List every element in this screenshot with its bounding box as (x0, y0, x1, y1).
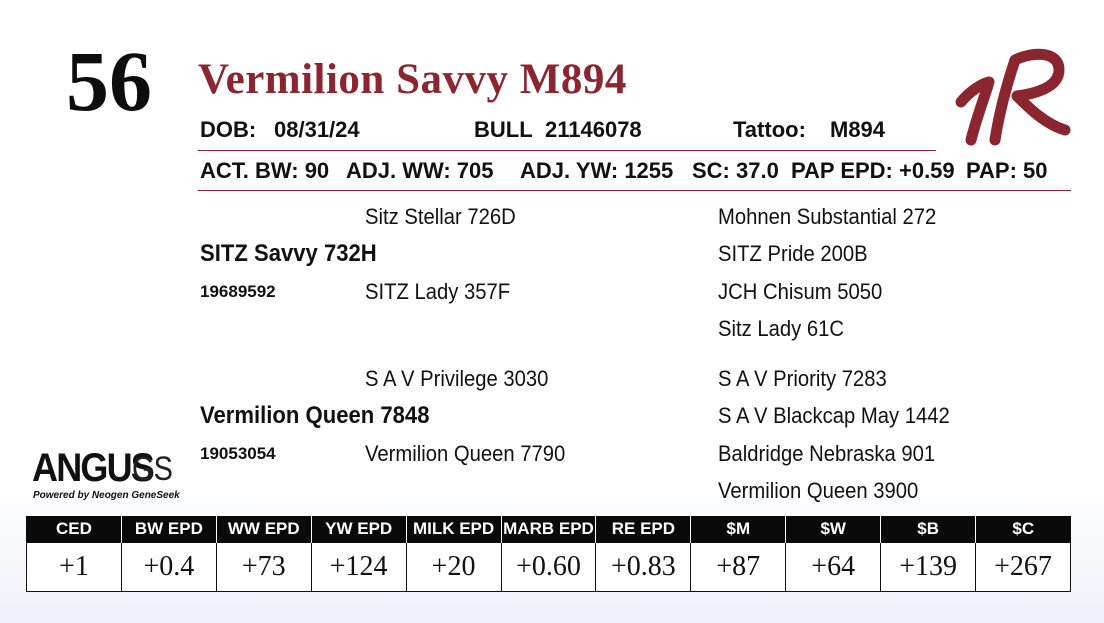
epd-value-ww: +73 (215, 542, 312, 592)
lot-number: 56 (66, 33, 152, 129)
pap-epd: PAP EPD: +0.59 (791, 158, 955, 183)
header-divider (198, 150, 936, 151)
dam-dam-dam: Vermilion Queen 3900 (718, 478, 919, 503)
epd-header-c-index: $C (975, 516, 1071, 543)
pap: PAP: 50 (966, 158, 1048, 183)
epd-header-b-index: $B (880, 516, 976, 543)
dam-dam-sire: Baldridge Nebraska 901 (718, 441, 936, 466)
epd-value-marb: +0.60 (500, 542, 597, 592)
sire-registration: 19689592 (200, 282, 276, 301)
sire-dam: SITZ Lady 357F (365, 279, 511, 304)
dam-sire-sire: S A V Priority 7283 (718, 366, 887, 391)
tattoo-label: Tattoo: (733, 117, 806, 142)
epd-value-bw: +0.4 (120, 542, 217, 592)
angus-gs-logo: ANGUS GS Powered by Neogen GeneSeek (32, 448, 182, 506)
epd-value-ced: +1 (26, 542, 122, 592)
epd-value-milk: +20 (405, 542, 502, 592)
epd-header-ced: CED (26, 516, 122, 543)
epd-header-m-index: $M (690, 516, 786, 543)
animal-name: Vermilion Savvy M894 (198, 56, 627, 103)
epd-value-m-index: +87 (690, 542, 787, 592)
dob-label: DOB: (200, 117, 257, 142)
dam-name: Vermilion Queen 7848 (200, 402, 430, 429)
sire-dam-sire: JCH Chisum 5050 (718, 279, 883, 304)
act-bw: ACT. BW: 90 (200, 158, 330, 183)
epd-header-milk: MILK EPD (405, 516, 502, 543)
epd-value-b-index: +139 (880, 542, 977, 592)
epd-header-marb: MARB EPD (500, 516, 596, 543)
dam-sire-dam: S A V Blackcap May 1442 (718, 403, 950, 428)
scrotal-circumference: SC: 37.0 (692, 158, 779, 183)
epd-header-re: RE EPD (595, 516, 691, 543)
epd-header-w-index: $W (785, 516, 881, 543)
angus-logo-word: ANGUS (32, 446, 155, 490)
angus-logo-tagline: Powered by Neogen GeneSeek (33, 490, 180, 501)
sire-name: SITZ Savvy 732H (200, 240, 377, 267)
dob-value: 08/31/24 (274, 117, 360, 142)
adj-ww: ADJ. WW: 705 (346, 158, 494, 183)
dam-registration: 19053054 (200, 444, 276, 463)
vr-script-logo-icon (955, 44, 1071, 154)
epd-value-w-index: +64 (785, 542, 882, 592)
angus-logo-suffix: GS (132, 450, 173, 488)
tattoo-value: M894 (830, 117, 886, 142)
epd-table: CED BW EPD WW EPD YW EPD MILK EPD MARB E… (26, 516, 1071, 592)
epd-header-row: CED BW EPD WW EPD YW EPD MILK EPD MARB E… (26, 516, 1071, 543)
sire-sire: Sitz Stellar 726D (365, 204, 516, 229)
registration-number: 21146078 (545, 117, 642, 142)
epd-header-ww: WW EPD (215, 516, 312, 543)
stats-divider (198, 190, 1071, 191)
sex-value: BULL (474, 117, 533, 142)
dam-sire: S A V Privilege 3030 (365, 366, 549, 391)
epd-header-yw: YW EPD (310, 516, 407, 543)
sire-dam-dam: Sitz Lady 61C (718, 316, 845, 341)
epd-value-re: +0.83 (595, 542, 692, 592)
dam-dam: Vermilion Queen 7790 (365, 441, 566, 466)
epd-value-yw: +124 (310, 542, 407, 592)
adj-yw: ADJ. YW: 1255 (520, 158, 674, 183)
epd-value-c-index: +267 (975, 542, 1071, 592)
sire-sire-sire: Mohnen Substantial 272 (718, 204, 937, 229)
sire-sire-dam: SITZ Pride 200B (718, 241, 868, 266)
epd-header-bw: BW EPD (120, 516, 217, 543)
epd-value-row: +1 +0.4 +73 +124 +20 +0.60 +0.83 +87 +64… (26, 542, 1071, 592)
